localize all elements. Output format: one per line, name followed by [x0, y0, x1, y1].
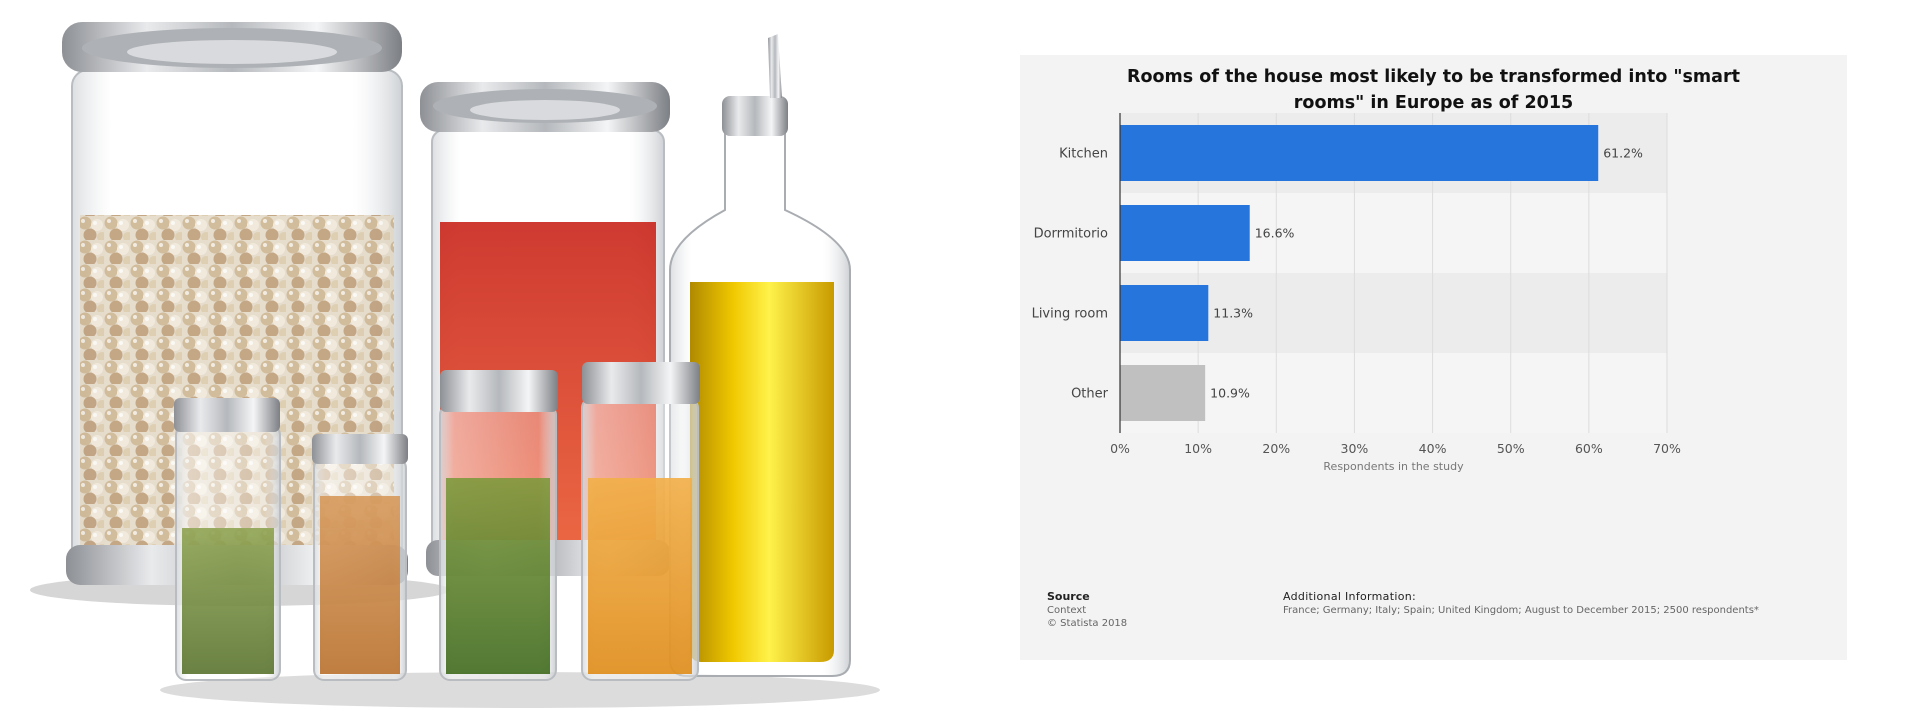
category-label: Living room	[1032, 307, 1108, 322]
additional-info-heading: Additional Information:	[1283, 590, 1416, 603]
category-label: Dorrmitorio	[1034, 227, 1108, 242]
footer-additional-info: Additional Information: France; Germany;…	[1283, 590, 1823, 617]
bar	[1120, 365, 1206, 421]
turmeric-jar	[581, 362, 700, 681]
value-label: 16.6%	[1255, 226, 1295, 241]
source-line: Context	[1047, 605, 1087, 616]
bar	[1120, 205, 1250, 261]
category-label: Kitchen	[1059, 147, 1108, 162]
x-tick-label: 50%	[1497, 441, 1525, 456]
x-tick-label: 10%	[1184, 441, 1212, 456]
x-tick-label: 0%	[1110, 441, 1130, 456]
additional-info-text: France; Germany; Italy; Spain; United Ki…	[1283, 605, 1759, 616]
footer-source: Source Context © Statista 2018	[1047, 590, 1297, 630]
bar	[1120, 285, 1209, 341]
row-band	[1120, 273, 1667, 353]
copyright-line: © Statista 2018	[1047, 618, 1128, 629]
bar-chart: 0% 10% 20% 30% 40% 50% 60% 70% Kitchen 61.2% Dorrm…	[1032, 113, 1681, 473]
x-tick-label: 70%	[1653, 441, 1681, 456]
x-tick-label: 20%	[1262, 441, 1290, 456]
value-label: 11.3%	[1213, 306, 1253, 321]
x-tick-label: 40%	[1419, 441, 1447, 456]
x-tick-label: 60%	[1575, 441, 1603, 456]
row-band	[1120, 353, 1667, 433]
herb-jar	[174, 398, 281, 681]
parsley-jar	[439, 370, 558, 681]
value-label: 61.2%	[1603, 146, 1643, 161]
bar	[1120, 125, 1599, 181]
value-label: 10.9%	[1210, 386, 1250, 401]
source-heading: Source	[1047, 590, 1090, 603]
category-label: Other	[1071, 387, 1109, 402]
x-tick-label: 30%	[1341, 441, 1369, 456]
x-axis-title: Respondents in the study	[1323, 460, 1464, 473]
spice-jars-illustration	[30, 22, 880, 708]
chart-card: 0% 10% 20% 30% 40% 50% 60% 70% Kitchen 61.2% Dorrm…	[1020, 55, 1847, 660]
oil-bottle	[669, 34, 851, 677]
chart-title: Rooms of the house most likely to be tra…	[1127, 67, 1740, 113]
cinnamon-jar	[312, 434, 408, 681]
